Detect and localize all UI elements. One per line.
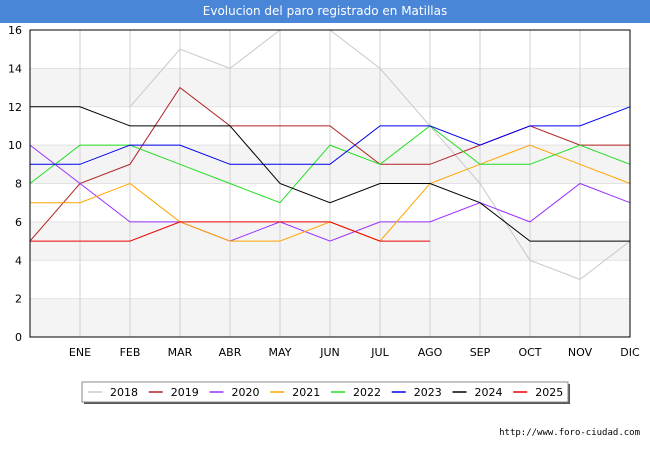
series-line-2023 — [30, 106, 631, 165]
legend-label-2025: 2025 — [535, 386, 563, 399]
x-tick-label: SEP — [470, 346, 491, 359]
x-tick-label: JUN — [319, 346, 340, 359]
x-tick-labels: ENE FEB MAR ABR MAY JUN JUL AGO SEP OCT NOV DIC — [69, 346, 640, 359]
y-tick-label: 2 — [15, 293, 22, 306]
axes — [29, 29, 631, 338]
plot-frame — [29, 29, 631, 338]
y-tick-label: 14 — [8, 62, 22, 75]
legend-box — [81, 381, 569, 403]
x-tick-label: ABR — [219, 346, 242, 359]
series-line-2018 — [129, 29, 631, 280]
series-line-2025 — [30, 221, 430, 242]
legend-label-2018: 2018 — [110, 386, 138, 399]
y-tick-label: 4 — [15, 254, 22, 267]
y-tick-label: 8 — [15, 178, 22, 191]
legend-label-2022: 2022 — [353, 386, 381, 399]
legend-label-2021: 2021 — [292, 386, 320, 399]
x-tick-label: NOV — [568, 346, 593, 359]
x-tick-label: OCT — [518, 346, 541, 359]
x-tick-label: DIC — [620, 346, 640, 359]
legend-label-2020: 2020 — [232, 386, 260, 399]
series-lines — [29, 29, 631, 280]
y-tick-label: 16 — [8, 24, 22, 37]
legend: 2018 2019 2020 2021 2022 2023 2024 2025 — [81, 381, 570, 404]
x-tick-label: FEB — [120, 346, 141, 359]
x-tick-label: ENE — [69, 346, 91, 359]
source-url[interactable]: http://www.foro-ciudad.com — [499, 428, 640, 438]
y-tick-label: 6 — [15, 216, 22, 229]
legend-label-2019: 2019 — [171, 386, 199, 399]
y-tick-label: 0 — [15, 331, 22, 344]
legend-label-2023: 2023 — [414, 386, 442, 399]
series-line-2020 — [29, 144, 631, 242]
y-tick-label: 12 — [8, 101, 22, 114]
chart-title: Evolucion del paro registrado en Matilla… — [0, 0, 650, 23]
y-tick-labels: 0 2 4 6 8 10 12 14 16 — [8, 24, 22, 344]
y-tick-label: 10 — [8, 139, 22, 152]
x-tick-label: MAY — [269, 346, 292, 359]
legend-label-2024: 2024 — [475, 386, 503, 399]
x-tick-label: JUL — [370, 346, 389, 359]
x-tick-label: AGO — [418, 346, 443, 359]
x-tick-label: MAR — [168, 346, 193, 359]
series-line-2024 — [30, 106, 630, 242]
